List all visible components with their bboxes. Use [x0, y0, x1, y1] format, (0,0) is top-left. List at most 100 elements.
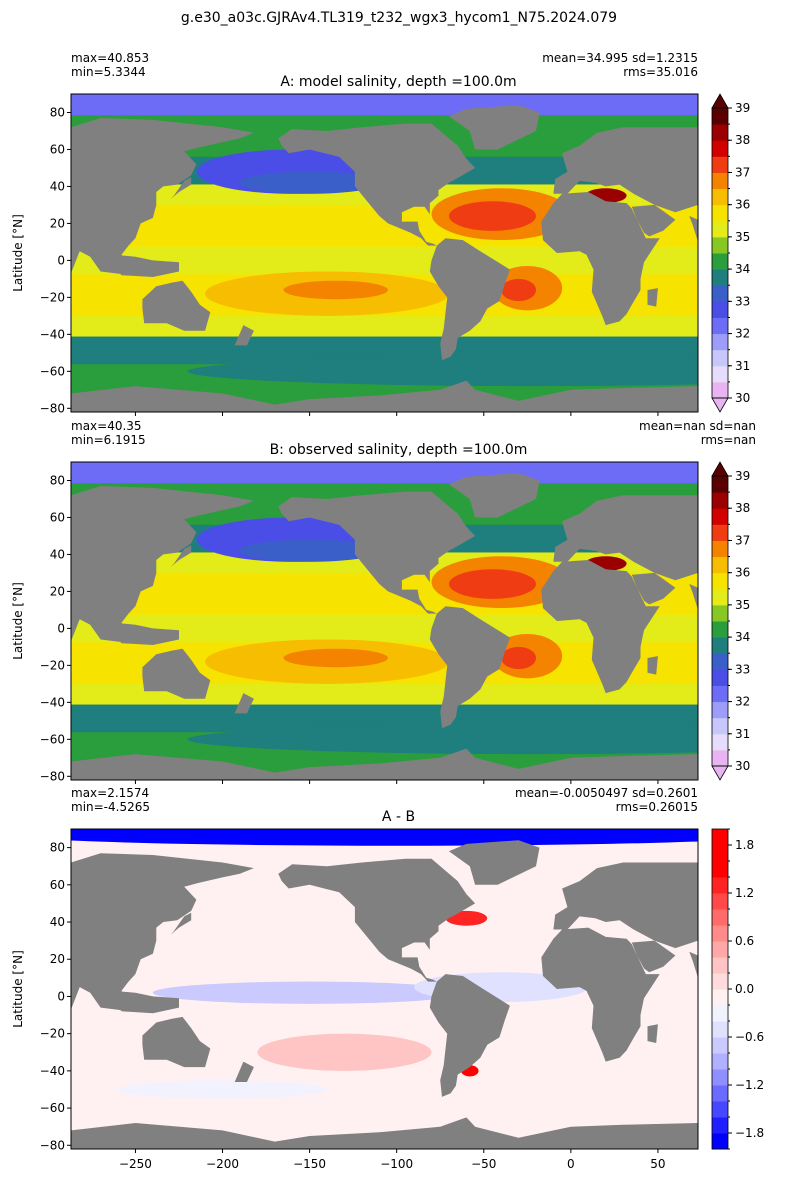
colorbar-tick-label: −1.8 [735, 1126, 764, 1140]
plot-frame [70, 828, 699, 1150]
land-australia [142, 648, 211, 699]
colorbar-segment [712, 717, 728, 735]
land-madagascar [647, 1024, 658, 1043]
land-asia [71, 118, 254, 276]
field-band [71, 239, 698, 247]
land-europe [553, 495, 698, 581]
stats-min: min=-4.5265 [71, 800, 150, 814]
stats-max: max=40.35 [71, 419, 142, 433]
colorbar-segment [712, 1117, 728, 1134]
diff-southern [118, 1080, 328, 1099]
land-indonesia [111, 990, 179, 1014]
ytick-label: −20 [40, 290, 65, 304]
ytick-label: −60 [40, 732, 65, 746]
land-samerica [429, 974, 510, 1097]
panel-title: B: observed salinity, depth =100.0m [270, 442, 528, 458]
land [71, 840, 698, 1149]
colorbar-tick-label: 32 [735, 327, 750, 341]
land [71, 473, 698, 780]
colorbar-segment [712, 1053, 728, 1070]
land-nz [234, 693, 254, 714]
land-samerica [429, 238, 510, 361]
colorbar-tick-label: 39 [735, 101, 750, 115]
ytick-label: 40 [50, 179, 65, 193]
colorbar-segment [712, 156, 728, 173]
colorbar-tick-label: 1.2 [735, 886, 754, 900]
ytick-label: −40 [40, 327, 65, 341]
stats-min: min=6.1915 [71, 433, 146, 447]
field-band [71, 114, 698, 123]
colorbar-segment [712, 588, 728, 606]
field-band [71, 253, 698, 261]
ytick-label: −40 [40, 1064, 65, 1078]
colorbar-tick-label: 33 [735, 294, 750, 308]
stats-max: max=40.853 [71, 51, 149, 65]
colorbar-tick-label: 30 [735, 391, 750, 405]
ytick-label: 40 [50, 915, 65, 929]
colorbar-segment [712, 604, 728, 622]
stats-mean-sd: mean=-0.0050497 sd=0.2601 [515, 786, 698, 800]
colorbar-segment [712, 653, 728, 670]
stats-max: max=2.1574 [71, 786, 149, 800]
land-arabia [631, 940, 676, 973]
field-spac-max [283, 648, 388, 668]
land-africa [541, 560, 660, 694]
field-band [71, 246, 698, 254]
land-namerica [278, 123, 476, 246]
colorbar-segment [712, 365, 728, 383]
field-band [71, 218, 698, 226]
land-nz [234, 1061, 254, 1082]
colorbar-segment [712, 476, 728, 493]
ytick-label: −20 [40, 1027, 65, 1041]
colorbar-segment [712, 188, 728, 206]
colorbar-extend-max [711, 93, 729, 109]
land-indiaLand [689, 584, 698, 610]
colorbar-extend-min [711, 765, 729, 781]
land-arabia [631, 572, 676, 605]
colorbar-tick-label: 1.8 [735, 838, 754, 852]
colorbar-segment [712, 317, 728, 335]
colorbar-segment [712, 1021, 728, 1038]
field-band [71, 259, 698, 268]
field-band [71, 697, 698, 705]
land-greenland [448, 105, 540, 150]
land-australia [142, 280, 211, 331]
land-europe [553, 127, 698, 213]
colorbar-segment [712, 941, 728, 958]
colorbar-segment [712, 1085, 728, 1102]
colorbar-segment [712, 508, 728, 525]
field-band [71, 322, 698, 330]
colorbar-segment [712, 701, 728, 719]
xtick-label: −50 [471, 1157, 496, 1171]
colorbar-segment [712, 925, 728, 942]
field-satl-max [501, 646, 537, 670]
colorbar-tick-label: 39 [735, 469, 750, 483]
ytick-label: 80 [50, 473, 65, 487]
ytick-label: 80 [50, 105, 65, 119]
field-band [71, 335, 698, 344]
ytick-label: 20 [50, 216, 65, 230]
field-natl-max [448, 201, 537, 231]
field-band [71, 100, 698, 109]
colorbar-segment [712, 829, 728, 846]
colorbar-tick-label: 34 [735, 262, 750, 276]
land-indonesia [111, 254, 179, 277]
land-asia [71, 486, 254, 644]
colorbar-tick-label: 37 [735, 533, 750, 547]
colorbar-segment [712, 893, 728, 910]
colorbar-tick-label: 30 [735, 759, 750, 773]
diff-arctic-fresh [71, 829, 698, 846]
colorbar-segment [712, 381, 728, 399]
land-antarctica [71, 380, 698, 412]
colorbar-tick-label: 34 [735, 630, 750, 644]
colorbar-tick-label: 37 [735, 165, 750, 179]
land-greenland [448, 840, 540, 885]
land-asia [71, 853, 254, 1012]
colorbar: 30 31 32 33 34 35 36 37 38 39 [711, 93, 750, 413]
colorbar-tick-label: 0.0 [735, 982, 754, 996]
ytick-label: 20 [50, 584, 65, 598]
colorbar-tick-label: 0.6 [735, 934, 754, 948]
field-natl-max [448, 569, 537, 599]
colorbar-segment [712, 909, 728, 926]
